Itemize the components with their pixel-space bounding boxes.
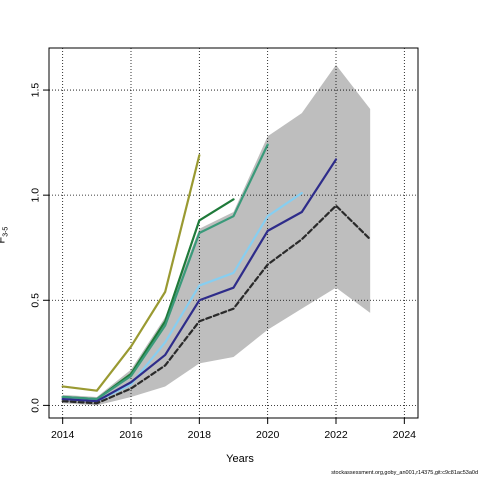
x-tick-label: 2014 [51,429,75,441]
x-axis-label: Years [226,453,254,465]
x-tick-label: 2018 [188,429,212,441]
series-line-6 [61,204,372,405]
y-tick-label: 0.5 [30,293,42,308]
y-axis-label-sub: 3-5 [2,226,10,237]
y-axis-label-main: F [0,237,7,244]
confidence-band [62,64,371,406]
plot-frame [48,47,419,419]
y-tick-label: 1.0 [30,188,42,203]
series-line-5 [61,158,338,403]
x-tick-label: 2024 [393,429,417,441]
y-axis-label: F3-5 [0,227,10,244]
footer-source: stockassessment.org,goby_an001,r14375,gi… [331,470,478,476]
series-line-1 [61,154,201,392]
x-tick-label: 2020 [256,429,280,441]
axis-layer: 2014 2016 2018 2020 2022 2024 0.0 0.5 1.0 1.5 [30,47,419,441]
series-line-3 [61,143,269,401]
confidence-band-layer [62,64,371,406]
x-tick-label: 2016 [119,429,143,441]
y-tick-label: 1.5 [30,83,42,98]
y-tick-label: 0.0 [30,398,42,413]
x-tick-label: 2022 [324,429,348,441]
series-layer [61,143,372,405]
